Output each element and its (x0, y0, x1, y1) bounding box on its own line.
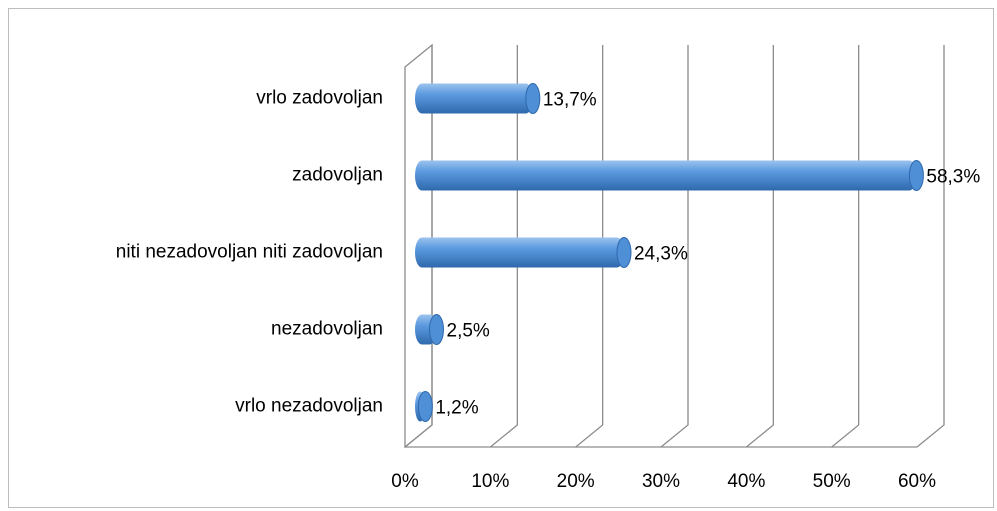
value-label: 58,3% (926, 167, 980, 188)
bar-cap (908, 160, 924, 191)
bar-cap (616, 237, 632, 268)
y-tick-label: niti nezadovoljan niti zadovoljan (116, 242, 383, 263)
value-label: 24,3% (634, 244, 688, 265)
bar (415, 83, 533, 114)
bar-cap (525, 83, 541, 114)
y-tick-label: zadovoljan (292, 165, 383, 186)
bar (415, 237, 624, 268)
y-tick-label: nezadovoljan (271, 319, 383, 340)
y-tick-label: vrlo zadovoljan (256, 88, 383, 109)
x-tick-label: 0% (391, 471, 419, 492)
x-tick-label: 50% (813, 471, 851, 492)
x-tick-label: 10% (471, 471, 509, 492)
x-tick-label: 30% (642, 471, 680, 492)
bar-cap (429, 314, 444, 345)
value-label: 1,2% (435, 398, 478, 419)
grid-line (916, 45, 945, 448)
value-label: 13,7% (543, 90, 597, 111)
x-tick-label: 20% (557, 471, 595, 492)
y-tick-label: vrlo nezadovoljan (235, 396, 383, 417)
bar (415, 160, 917, 191)
x-tick-label: 60% (898, 471, 936, 492)
bar-cap (417, 391, 433, 422)
value-label: 2,5% (447, 321, 490, 342)
x-tick-label: 40% (727, 471, 765, 492)
